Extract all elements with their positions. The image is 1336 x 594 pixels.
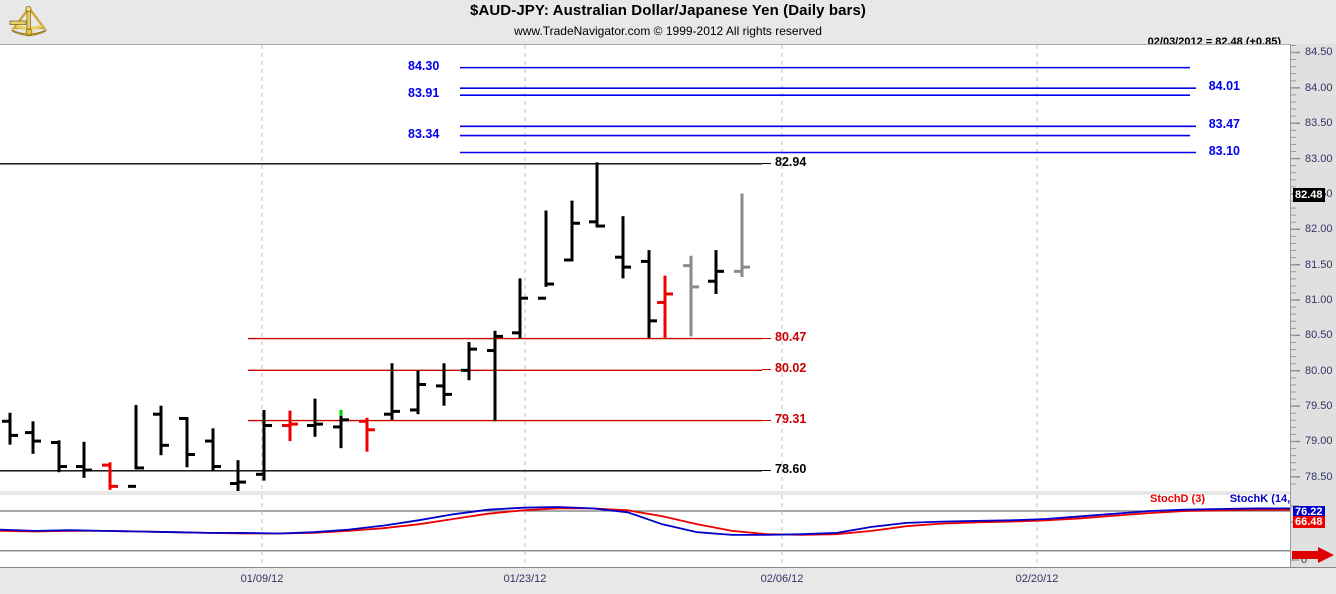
price-plot-canvas xyxy=(0,45,1196,492)
stoch-d-line xyxy=(0,507,1290,536)
ohlc-bar xyxy=(436,363,452,406)
end-of-data-arrow-icon xyxy=(1292,547,1334,563)
price-plot[interactable]: TradeNavigator.com xyxy=(0,44,1290,537)
ohlc-bar xyxy=(76,441,92,478)
stoch-k-legend: StochK (14,3) xyxy=(1229,493,1300,505)
ohlc-bar xyxy=(538,210,554,300)
price-level-label-1: 80.47 xyxy=(775,329,807,344)
ohlc-bar xyxy=(307,398,323,437)
price-axis-label-5: 82.00 xyxy=(1305,223,1333,236)
ohlc-bar xyxy=(734,193,750,277)
price-axis[interactable]: 84.5084.0083.5083.0082.5082.0081.5081.00… xyxy=(1290,44,1336,567)
ohlc-bar xyxy=(487,330,503,422)
price-axis-label-8: 80.50 xyxy=(1305,329,1333,342)
stoch-k-line xyxy=(0,506,1290,536)
price-axis-label-1: 84.00 xyxy=(1305,81,1333,94)
ohlc-bar xyxy=(564,200,580,262)
ohlc-bar xyxy=(589,162,605,228)
price-level-label-0: 82.94 xyxy=(775,154,807,169)
ohlc-bar xyxy=(25,421,41,454)
ohlc-bar xyxy=(230,460,246,492)
price-axis-label-6: 81.50 xyxy=(1305,258,1333,271)
level-dash-4 xyxy=(762,469,771,471)
date-axis-label-0: 01/09/12 xyxy=(240,573,284,585)
date-axis-label-3: 02/20/12 xyxy=(1015,573,1059,585)
ohlc-bar xyxy=(410,370,426,415)
ohlc-bar xyxy=(359,417,375,452)
blue-level-label-left-0: 84.30 xyxy=(408,58,440,73)
ohlc-bar xyxy=(51,440,67,473)
ohlc-bar xyxy=(153,405,169,456)
price-axis-label-3: 83.00 xyxy=(1305,152,1333,165)
price-level-label-4: 78.60 xyxy=(775,461,807,476)
price-level-label-2: 80.02 xyxy=(775,361,807,376)
ohlc-bar xyxy=(128,405,144,488)
price-axis-label-7: 81.00 xyxy=(1305,294,1333,307)
stoch-k-value-tag: 76.22 xyxy=(1293,506,1325,518)
blue-level-label-right-2: 83.10 xyxy=(1208,143,1240,158)
blue-level-label-right-1: 83.47 xyxy=(1208,117,1240,132)
ohlc-bar xyxy=(615,216,631,279)
price-axis-label-0: 84.50 xyxy=(1305,46,1333,59)
stoch-d-value-tag: 66.48 xyxy=(1293,516,1325,528)
stoch-d-legend: StochD (3) xyxy=(1150,493,1205,505)
ohlc-bar xyxy=(641,250,657,338)
ohlc-bar xyxy=(461,342,477,381)
blue-level-label-left-2: 83.34 xyxy=(408,126,440,141)
price-axis-label-9: 80.00 xyxy=(1305,364,1333,377)
price-axis-ticks xyxy=(1291,44,1300,561)
ohlc-bar xyxy=(179,416,195,468)
ohlc-bar xyxy=(657,275,673,338)
ohlc-bar xyxy=(102,462,118,490)
stochastic-panel[interactable] xyxy=(0,495,1290,567)
price-axis-label-11: 79.00 xyxy=(1305,435,1333,448)
ohlc-bar xyxy=(708,250,724,294)
price-level-label-3: 79.31 xyxy=(775,411,807,426)
ohlc-bar xyxy=(384,363,400,420)
ohlc-bar xyxy=(333,415,349,449)
sextant-logo-icon xyxy=(9,6,47,37)
ohlc-bar xyxy=(205,428,221,471)
ohlc-bar xyxy=(256,409,272,481)
ohlc-bar xyxy=(2,412,18,445)
level-dash-0 xyxy=(762,162,771,164)
ohlc-bar xyxy=(282,410,298,442)
blue-level-label-left-1: 83.91 xyxy=(408,86,440,101)
stoch-panel-header xyxy=(0,491,1290,496)
blue-level-label-right-0: 84.01 xyxy=(1208,79,1240,94)
level-dash-3 xyxy=(762,419,771,421)
price-axis-label-10: 79.50 xyxy=(1305,400,1333,413)
ohlc-bar xyxy=(512,278,528,339)
level-dash-2 xyxy=(762,369,771,371)
date-axis-label-1: 01/23/12 xyxy=(503,573,547,585)
date-axis-label-2: 02/06/12 xyxy=(760,573,804,585)
stoch-zero-label: 0 xyxy=(1301,554,1308,566)
current-price-tag: 82.48 xyxy=(1293,188,1325,203)
price-axis-label-12: 78.50 xyxy=(1305,470,1333,483)
copyright-subtitle: www.TradeNavigator.com © 1999-2012 All r… xyxy=(514,24,822,38)
level-dash-1 xyxy=(762,337,771,339)
price-axis-label-2: 83.50 xyxy=(1305,117,1333,130)
ohlc-bar xyxy=(683,255,699,337)
date-axis: 01/09/12 01/23/12 02/06/12 02/20/12 xyxy=(0,567,1336,594)
stochastic-canvas xyxy=(0,495,1290,567)
page-title: $AUD-JPY: Australian Dollar/Japanese Yen… xyxy=(470,2,866,19)
